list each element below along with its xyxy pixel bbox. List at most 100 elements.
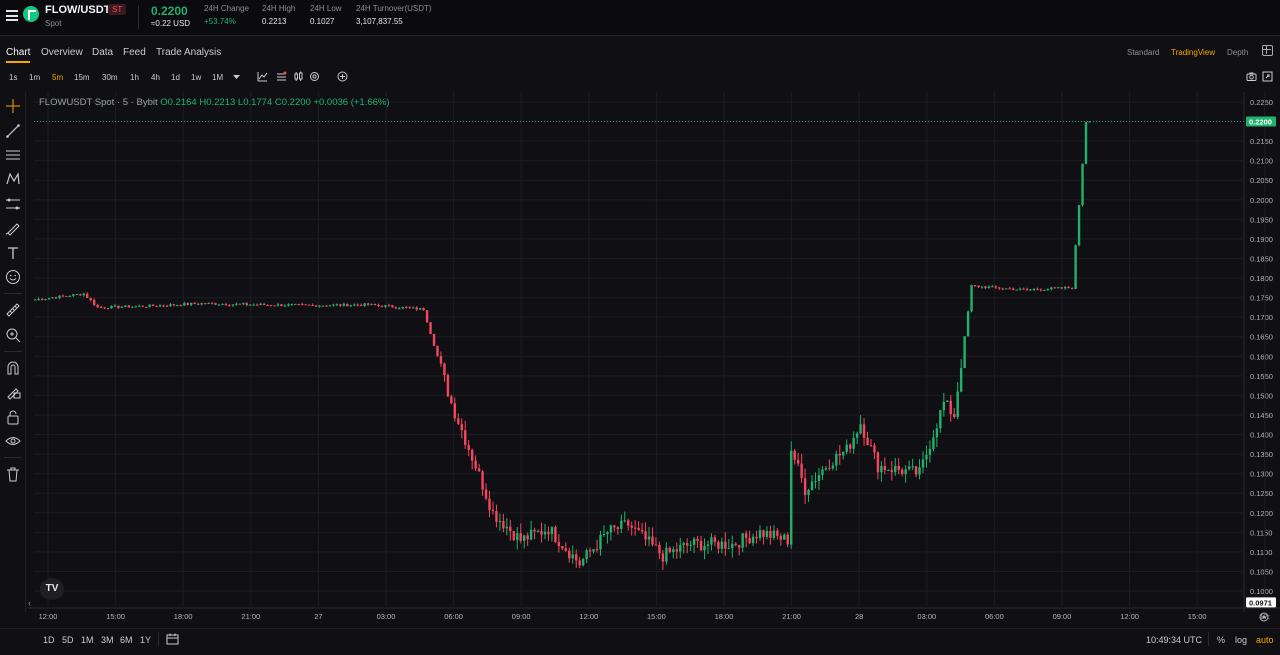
emoji-icon[interactable]	[5, 269, 21, 285]
candle-body	[283, 305, 287, 307]
indicator-settings-icon[interactable]	[276, 71, 287, 82]
interval-15m[interactable]: 15m	[74, 73, 90, 82]
candle-type-icon[interactable]	[293, 71, 304, 82]
candle-body	[186, 303, 189, 305]
interval-1M[interactable]: 1M	[212, 73, 224, 82]
view-standard[interactable]: Standard	[1127, 48, 1160, 57]
candle-body	[998, 287, 1001, 289]
percent-scale-toggle[interactable]: %	[1217, 635, 1226, 645]
last-price-tag	[1246, 116, 1276, 127]
pattern-icon[interactable]	[5, 171, 21, 187]
candle-body	[533, 529, 536, 532]
candle-body	[262, 303, 266, 305]
candle-body	[266, 304, 269, 306]
candle-body	[963, 336, 966, 368]
interval-5m[interactable]: 5m	[52, 73, 64, 82]
tradingview-logo[interactable]: TV	[40, 578, 64, 600]
tab-trade-analysis[interactable]: Trade Analysis	[156, 47, 222, 58]
fullscreen-icon[interactable]	[1262, 71, 1273, 82]
tab-feed[interactable]: Feed	[123, 47, 146, 58]
candle-body	[783, 534, 786, 540]
utc-clock[interactable]: 10:49:34 UTC	[1146, 635, 1203, 645]
interval-1h[interactable]: 1h	[130, 73, 139, 82]
candle-body	[172, 304, 176, 306]
zoom-in-icon[interactable]	[5, 327, 21, 343]
candle-body	[363, 303, 366, 306]
low-price-tag	[1246, 597, 1276, 608]
ruler-icon[interactable]	[5, 302, 21, 318]
candle-body	[65, 295, 68, 297]
candle-body	[748, 537, 751, 544]
candle-body	[377, 304, 380, 306]
y-tick-label: 0.1650	[1250, 333, 1273, 342]
interval-1w[interactable]: 1w	[191, 73, 202, 82]
x-tick-label: 12:00	[1120, 612, 1139, 621]
candle-body	[380, 305, 384, 307]
view-depth[interactable]: Depth	[1227, 48, 1249, 57]
candle-body	[1063, 287, 1067, 289]
layout-icon[interactable]	[1262, 45, 1273, 56]
auto-scale-toggle[interactable]: auto	[1256, 635, 1274, 645]
add-compare-icon[interactable]	[337, 71, 348, 82]
candle-body	[37, 298, 40, 300]
candle-body	[464, 430, 467, 445]
candle-body	[488, 498, 491, 511]
candlestick-chart-svg[interactable]: 0.2250 0.2200 0.2150 0.2100 0.2050 0.2000 0.19…	[28, 92, 1280, 627]
horizontal-lines-icon[interactable]	[5, 147, 21, 163]
chart-settings-icon[interactable]	[309, 71, 320, 82]
candle-body	[592, 549, 595, 552]
interval-dropdown-icon[interactable]	[231, 71, 242, 82]
tab-overview[interactable]: Overview	[41, 47, 83, 58]
range-1y[interactable]: 1Y	[140, 635, 152, 645]
measure-range-icon[interactable]	[5, 196, 21, 212]
range-3m[interactable]: 3M	[101, 635, 114, 645]
range-5d[interactable]: 5D	[62, 635, 74, 645]
candle-body	[529, 529, 533, 540]
candle-body	[554, 527, 557, 542]
candle-body	[484, 489, 488, 499]
brush-icon[interactable]	[5, 220, 21, 236]
candle-body	[384, 305, 387, 307]
indicators-chart-icon[interactable]	[257, 71, 268, 82]
drawing-toolbar	[0, 92, 26, 612]
candle-body	[987, 286, 991, 288]
market-type: Spot	[45, 19, 62, 28]
price-chart[interactable]: 0.2250 0.2200 0.2150 0.2100 0.2050 0.2000 0.19…	[28, 92, 1280, 627]
log-scale-toggle[interactable]: log	[1235, 635, 1248, 645]
pair-name[interactable]: FLOW/USDT	[45, 4, 111, 16]
crosshair-icon[interactable]	[5, 98, 21, 114]
range-1m[interactable]: 1M	[81, 635, 94, 645]
y-tick-label: 0.1050	[1250, 567, 1273, 576]
lock-icon[interactable]	[5, 409, 21, 425]
interval-1m[interactable]: 1m	[29, 73, 41, 82]
interval-1d[interactable]: 1d	[171, 73, 180, 82]
y-tick-label: 0.1150	[1250, 528, 1272, 537]
candle-body	[474, 460, 477, 469]
candle-body	[980, 286, 984, 288]
interval-30m[interactable]: 30m	[102, 73, 118, 82]
tab-chart[interactable]: Chart	[6, 47, 31, 58]
candle-body	[838, 453, 841, 456]
interval-1s[interactable]: 1s	[9, 73, 18, 82]
candle-body	[328, 305, 332, 307]
trash-icon[interactable]	[5, 466, 21, 482]
candle-body	[301, 304, 304, 306]
lock-drawing-icon[interactable]	[5, 384, 21, 400]
view-tradingview[interactable]: TradingView	[1171, 48, 1216, 57]
stat-value-turnover: 3,107,837.55	[356, 17, 403, 26]
magnet-icon[interactable]	[5, 360, 21, 376]
range-1d[interactable]: 1D	[43, 635, 55, 645]
candle-body	[807, 489, 810, 495]
camera-icon[interactable]	[1246, 71, 1257, 82]
candle-body	[509, 526, 512, 532]
hamburger-menu-icon[interactable]	[6, 10, 18, 21]
interval-4h[interactable]: 4h	[151, 73, 160, 82]
tab-data[interactable]: Data	[92, 47, 114, 58]
candle-body	[412, 307, 415, 309]
goto-date-icon[interactable]	[166, 633, 179, 645]
range-6m[interactable]: 6M	[120, 635, 133, 645]
eye-icon[interactable]	[5, 433, 21, 449]
trend-line-icon[interactable]	[5, 123, 21, 139]
text-icon[interactable]	[5, 245, 21, 261]
candle-body	[724, 541, 727, 549]
